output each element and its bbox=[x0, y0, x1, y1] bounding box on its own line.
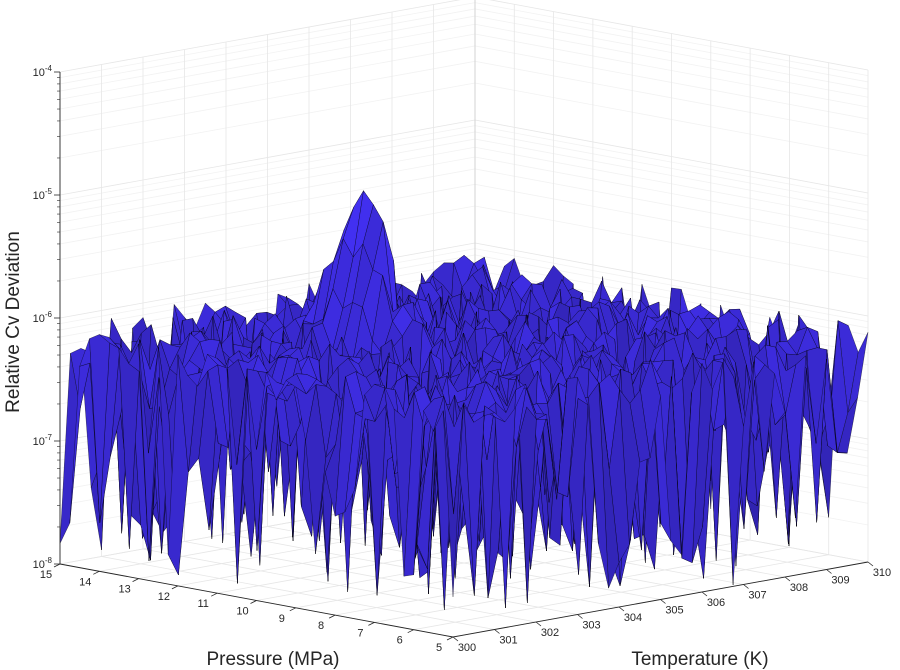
y-tick-label: 7 bbox=[357, 627, 363, 639]
x-tick-label: 310 bbox=[873, 567, 891, 579]
x-tick-label: 301 bbox=[499, 635, 517, 647]
y-tick-label: 15 bbox=[40, 569, 52, 581]
x-tick-label: 300 bbox=[458, 642, 476, 654]
x-axis-label: Temperature (K) bbox=[631, 649, 768, 670]
x-tick bbox=[577, 614, 583, 619]
z-axis-label: Relative Cv Deviation bbox=[3, 231, 24, 413]
y-tick bbox=[368, 622, 375, 626]
y-tick bbox=[250, 600, 257, 604]
x-tick-label: 302 bbox=[541, 627, 559, 639]
y-tick-label: 6 bbox=[397, 635, 403, 647]
y-tick bbox=[328, 614, 336, 619]
z-tick-label: 10-7 bbox=[33, 433, 53, 448]
y-tick bbox=[93, 570, 100, 575]
grid-line-floor bbox=[374, 547, 790, 623]
y-tick bbox=[171, 585, 179, 590]
x-tick bbox=[618, 606, 625, 612]
surface-mesh bbox=[59, 190, 869, 610]
y-tick-label: 13 bbox=[118, 584, 130, 596]
y-tick-label: 12 bbox=[158, 591, 170, 603]
x-tick bbox=[535, 621, 542, 627]
z-tick-label: 10-8 bbox=[33, 556, 53, 571]
axes bbox=[53, 71, 874, 642]
x-tick bbox=[743, 584, 749, 589]
y-tick bbox=[53, 563, 61, 568]
x-tick bbox=[660, 599, 666, 604]
y-tick-label: 9 bbox=[279, 613, 285, 625]
x-tick-label: 307 bbox=[748, 590, 766, 602]
surface-patch bbox=[443, 404, 464, 597]
y-tick bbox=[446, 636, 454, 641]
y-tick-label: 11 bbox=[197, 598, 208, 610]
tick-labels: 300 301 302 303 304 305 306 307 308 309 310 5 6 7 8 9 10… bbox=[33, 64, 892, 654]
x-tick bbox=[494, 629, 500, 634]
y-tick-label: 5 bbox=[436, 642, 442, 654]
y-axis-label: Pressure (MPa) bbox=[206, 649, 339, 670]
y-tick bbox=[407, 629, 414, 634]
y-tick-label: 10 bbox=[236, 606, 248, 618]
x-tick bbox=[784, 576, 791, 582]
y-tick bbox=[289, 607, 296, 612]
x-tick-label: 304 bbox=[624, 612, 642, 624]
x-tick-label: 309 bbox=[831, 575, 849, 587]
x-tick-label: 308 bbox=[790, 582, 808, 594]
x-tick-label: 306 bbox=[707, 597, 725, 609]
x-tick bbox=[867, 561, 874, 567]
y-tick bbox=[211, 592, 218, 597]
x-tick-label: 305 bbox=[665, 605, 683, 617]
grid-line-floor bbox=[413, 554, 829, 631]
z-tick-label: 10-6 bbox=[33, 310, 53, 325]
y-tick-label: 8 bbox=[318, 620, 324, 632]
y-tick bbox=[132, 578, 139, 582]
x-tick bbox=[826, 569, 832, 574]
x-tick-label: 303 bbox=[582, 620, 600, 632]
x-tick bbox=[452, 636, 459, 642]
z-tick-label: 10-5 bbox=[33, 187, 53, 202]
x-tick bbox=[701, 591, 708, 597]
z-tick-label: 10-4 bbox=[33, 64, 53, 79]
y-tick-label: 14 bbox=[79, 576, 91, 588]
